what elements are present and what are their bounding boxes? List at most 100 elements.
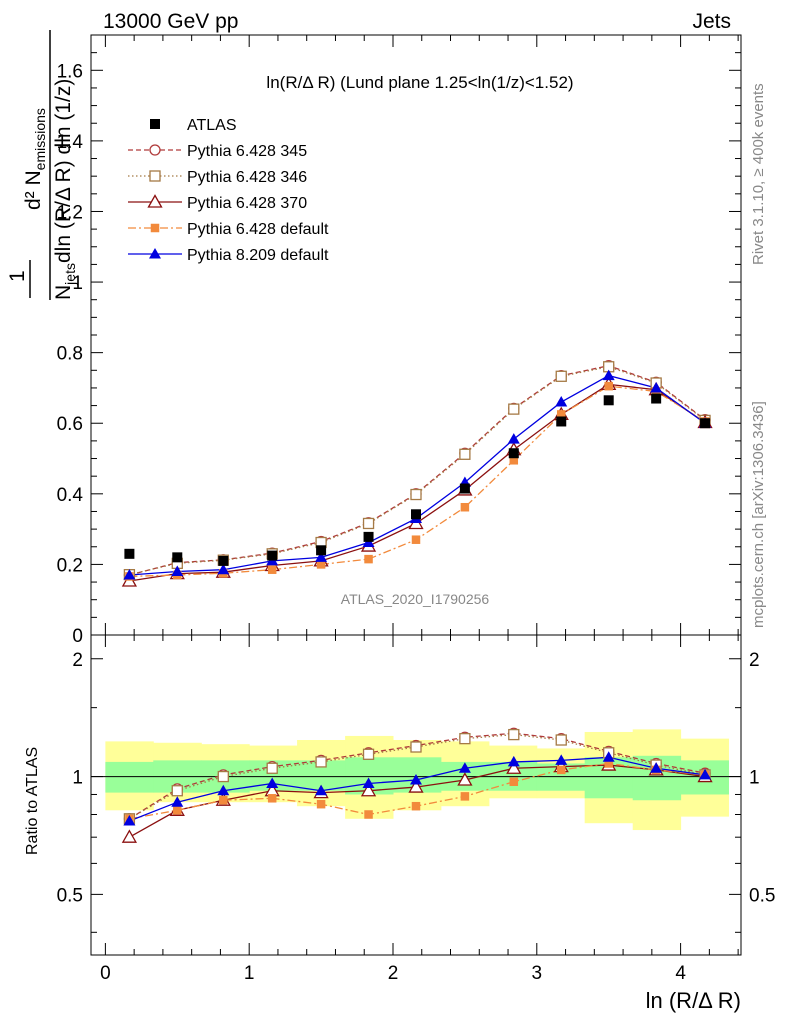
series-point (507, 433, 520, 444)
ratio-point (410, 773, 422, 785)
ratio-point (266, 762, 278, 774)
ratio-point (457, 772, 473, 786)
series-point (556, 410, 566, 419)
main-title: ln(R/Δ R) (Lund plane 1.25<ln(1/z)<1.52) (266, 73, 573, 92)
ratio-point (604, 759, 613, 768)
y-tick-label: 0.4 (57, 485, 84, 506)
ratio-ticks: 0.5 0.5 1 1 2 2 0 1 2 3 4 (57, 635, 775, 984)
ratio-y-label: Ratio to ATLAS (24, 747, 41, 855)
ratio-panel: 0.5 0.5 1 1 2 2 0 1 2 3 4 Ratio to ATLAS ln (R/Δ R… (24, 634, 775, 1013)
atlas-point (556, 416, 567, 427)
y-tick-label: 1.4 (57, 132, 84, 153)
atlas-point (316, 545, 327, 556)
ratio-point (508, 728, 520, 741)
ratio-point (555, 734, 567, 746)
x-tick-label: 3 (532, 963, 543, 984)
ratio-y-tick-label: 1 (72, 768, 83, 789)
y-tick-label: 0 (72, 626, 83, 647)
ratio-point (410, 741, 422, 753)
ratio-point (266, 777, 279, 789)
legend-label: Pythia 6.428 345 (187, 143, 307, 160)
x-tick-label: 1 (244, 963, 255, 984)
legend-marker (149, 248, 161, 259)
series-point (650, 381, 663, 393)
ratio-y-tick-label-right: 1 (749, 768, 760, 789)
ratio-point (217, 770, 229, 783)
y-tick-label: 0.8 (57, 344, 83, 365)
legend: ATLAS Pythia 6.428 345 Pythia 6.428 346 Pyt… (128, 117, 329, 264)
ratio-point (360, 782, 377, 797)
ratio-point (123, 814, 136, 826)
y-tick-label: 1 (72, 273, 83, 294)
y-tick-label: 0.2 (57, 555, 83, 576)
main-panel: 0 0.2 0.4 0.6 0.8 1 1.2 1.4 1.6 ln(R/Δ R) (Lund … (57, 34, 742, 647)
y-label-bottom: Njetsdln (R/Δ R) dln (1/z) (52, 79, 78, 300)
x-tick-label: 4 (675, 963, 686, 984)
ratio-point (217, 784, 230, 796)
atlas-point (459, 483, 470, 494)
energy-label: 13000 GeV pp (103, 10, 238, 33)
watermark: ATLAS_2020_I1790256 (341, 591, 490, 607)
legend-marker-atlas (150, 119, 160, 129)
ratio-point (506, 760, 522, 774)
ratio-point (315, 784, 328, 796)
legend-label: Pythia 6.428 346 (187, 169, 307, 186)
legend-label: Pythia 6.428 default (187, 221, 329, 238)
ratio-point (555, 754, 568, 765)
series-point (555, 396, 568, 407)
y-tick-label: 1.6 (57, 61, 83, 82)
main-data (121, 360, 713, 587)
atlas-point (218, 555, 229, 566)
ratio-y-tick-label: 2 (72, 650, 83, 671)
main-y-label: 1 Njetsdln (R/Δ R) dln (1/z) d² Nemissio… (6, 30, 78, 300)
ratio-point (509, 777, 519, 786)
ratio-point (459, 732, 471, 745)
ratio-point (315, 756, 327, 768)
ratio-y-tick-label: 0.5 (57, 885, 83, 906)
ratio-point (507, 755, 520, 767)
ratio-point (411, 801, 421, 811)
atlas-point (267, 550, 278, 561)
series-point (509, 456, 519, 465)
ratio-point (602, 751, 615, 762)
series-point (364, 554, 373, 564)
ratio-point (408, 779, 424, 793)
series-line (129, 383, 706, 582)
series-point (171, 565, 184, 576)
ratio-point (121, 829, 138, 843)
series-point (460, 502, 470, 512)
y-label-top: d² Nemissions (22, 108, 48, 210)
y-tick-label: 1.2 (57, 202, 83, 223)
ratio-point (458, 762, 471, 773)
ratio-y-tick-label-right: 2 (749, 650, 760, 671)
ratio-point (699, 768, 712, 780)
series-point (123, 569, 136, 580)
legend-label: ATLAS (187, 117, 237, 134)
legend-label: Pythia 6.428 370 (187, 195, 307, 212)
series-point (602, 369, 615, 381)
y-label-one: 1 (6, 270, 29, 282)
ratio-y-tick-label-right: 0.5 (749, 885, 775, 906)
atlas-point (651, 393, 662, 404)
ratio-point (362, 748, 375, 760)
series-point (362, 517, 375, 530)
series-line (129, 385, 706, 578)
atlas-point (363, 531, 374, 542)
legend-marker (149, 144, 161, 156)
legend-marker (149, 170, 161, 182)
atlas-point (124, 548, 135, 559)
ratio-point (171, 796, 184, 807)
legend-marker (150, 223, 160, 233)
ratio-point (650, 762, 663, 773)
atlas-point (172, 552, 183, 563)
atlas-point (508, 448, 519, 459)
series-point (508, 403, 520, 415)
ratio-point (460, 792, 470, 801)
ratio-point (316, 799, 326, 809)
mcplots-info: mcplots.cern.ch [arXiv:1306.3436] (750, 401, 767, 628)
series-point (315, 551, 328, 562)
atlas-point (700, 418, 711, 429)
series-point (410, 488, 422, 501)
series-point (604, 381, 613, 391)
